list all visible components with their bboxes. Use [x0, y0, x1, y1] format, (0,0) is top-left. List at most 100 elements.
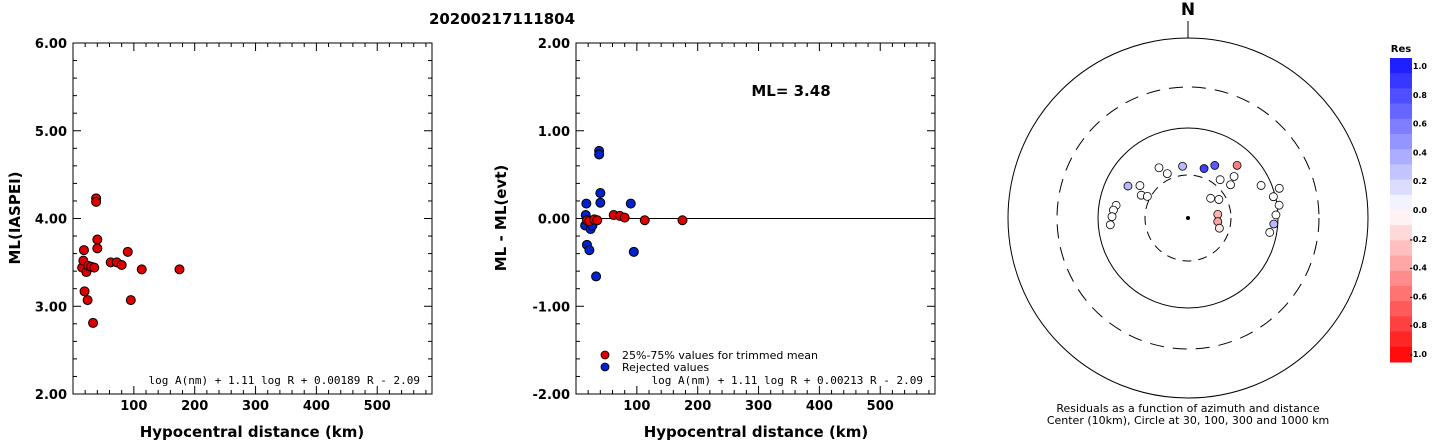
data-point: [592, 215, 603, 226]
station-marker: [1226, 180, 1235, 190]
x-tick-label: 100: [623, 399, 650, 414]
colorbar-title: Res: [1391, 44, 1411, 55]
station-marker: [1215, 175, 1225, 185]
x-tick-label: 500: [867, 399, 894, 414]
y-axis-label: ML - ML(evt): [492, 165, 510, 271]
colorbar-tick-label: 0.0: [1413, 206, 1428, 215]
x-tick-label: 500: [364, 399, 391, 414]
colorbar-tick-label: 0.2: [1413, 177, 1427, 186]
colorbar-cell: [1390, 210, 1412, 226]
colorbar-tick-label: -0.2: [1410, 235, 1428, 244]
data-point: [91, 196, 102, 207]
colorbar-cell: [1390, 134, 1412, 150]
data-point: [595, 188, 606, 199]
station-marker: [1107, 212, 1117, 222]
station-marker: [1229, 172, 1239, 181]
colorbar-cell: [1390, 179, 1412, 196]
colorbar-cell: [1390, 301, 1412, 317]
colorbar-cell: [1390, 194, 1412, 211]
station-marker: [1213, 209, 1223, 219]
formula-label: log A(nm) + 1.11 log R + 0.00189 R - 2.0…: [148, 374, 420, 387]
station-marker: [1232, 160, 1242, 170]
station-marker: [1274, 183, 1284, 193]
data-point: [595, 197, 606, 208]
station-marker: [1162, 169, 1172, 178]
colorbar-cell: [1390, 103, 1412, 120]
x-tick-label: 400: [303, 399, 330, 414]
station-marker: [1256, 181, 1266, 190]
y-tick-label: 3.00: [35, 300, 67, 315]
colorbar-cell: [1390, 88, 1412, 105]
station-marker: [1199, 164, 1209, 173]
y-tick-label: 1.00: [538, 125, 570, 140]
station-marker: [1274, 200, 1284, 210]
ml-annotation: ML= 3.48: [751, 82, 830, 100]
colorbar-tick-label: 0.8: [1413, 91, 1428, 100]
station-marker: [1142, 192, 1152, 201]
colorbar-tick-label: 1.0: [1413, 62, 1428, 71]
ml-vs-distance-plot: 2.00 3.00 4.00 5.00 6.00 100 200 300 400 500 ML(…: [6, 37, 433, 441]
ml-residual-plot: -2.00 -1.00 0.00 1.00 2.00 100 200 300 400 500 M…: [492, 37, 936, 441]
data-point: [92, 243, 103, 254]
x-tick-label: 400: [806, 399, 833, 414]
station-marker: [1105, 220, 1115, 230]
x-axis-label: Hypocentral distance (km): [644, 423, 869, 441]
plot-frame: [72, 42, 433, 395]
legend-label-rejected: Rejected values: [622, 361, 709, 374]
data-point: [89, 262, 100, 273]
station-marker: [1271, 210, 1281, 220]
colorbar-cell: [1390, 286, 1412, 302]
legend-marker-rejected: [600, 362, 610, 372]
station-marker: [1154, 163, 1164, 173]
data-point: [122, 246, 133, 257]
colorbar-cell: [1390, 255, 1412, 272]
colorbar-cell: [1390, 331, 1412, 348]
y-tick-label: -1.00: [533, 300, 570, 315]
colorbar-tick-label: -0.6: [1410, 292, 1428, 301]
residual-polar-map: N Residuals as a function of azimuth and…: [1007, 0, 1369, 427]
caption-line-2: Center (10km), Circle at 30, 100, 300 an…: [1047, 414, 1329, 427]
x-tick-label: 200: [181, 399, 208, 414]
y-axis-label: ML(IASPEI): [6, 171, 24, 264]
data-point: [584, 245, 595, 256]
data-point: [125, 295, 136, 306]
colorbar-cell: [1390, 270, 1412, 287]
data-point: [82, 295, 93, 306]
data-point: [116, 260, 127, 271]
data-point: [79, 286, 90, 297]
colorbar-tick-label: 0.4: [1413, 148, 1428, 157]
data-point: [591, 271, 602, 282]
station-marker: [1268, 192, 1278, 202]
data-point: [88, 317, 99, 328]
data-point: [625, 198, 636, 209]
dashed-circle-30km: [1144, 174, 1232, 262]
colorbar-cell: [1390, 149, 1412, 165]
x-axis-label: Hypocentral distance (km): [140, 423, 365, 441]
station-marker: [1178, 161, 1187, 171]
epicenter-marker: [1186, 216, 1190, 220]
colorbar-cell: [1390, 225, 1412, 241]
y-tick-label: -2.00: [533, 388, 570, 403]
caption-line-1: Residuals as a function of azimuth and d…: [1056, 402, 1319, 415]
colorbar-cell: [1390, 118, 1412, 135]
y-tick-label: 6.00: [35, 37, 67, 52]
station-marker: [1214, 223, 1224, 233]
colorbar-tick-label: 0.6: [1413, 120, 1428, 129]
x-tick-label: 300: [745, 399, 772, 414]
legend-marker-trimmed: [600, 350, 610, 360]
colorbar-cell: [1390, 164, 1412, 181]
x-tick-label: 100: [120, 399, 147, 414]
dashed-circle-300km: [1056, 86, 1320, 350]
data-point: [677, 215, 688, 226]
formula-label: log A(nm) + 1.11 log R + 0.00213 R - 2.0…: [651, 374, 923, 387]
y-tick-label: 2.00: [35, 388, 67, 403]
y-tick-label: 0.00: [538, 213, 570, 228]
station-marker: [1210, 161, 1220, 170]
colorbar-cell: [1390, 73, 1412, 89]
station-marker: [1135, 181, 1145, 190]
data-point: [581, 198, 592, 209]
data-point: [136, 264, 147, 275]
colorbar-cell: [1390, 346, 1412, 363]
data-point: [594, 149, 605, 160]
